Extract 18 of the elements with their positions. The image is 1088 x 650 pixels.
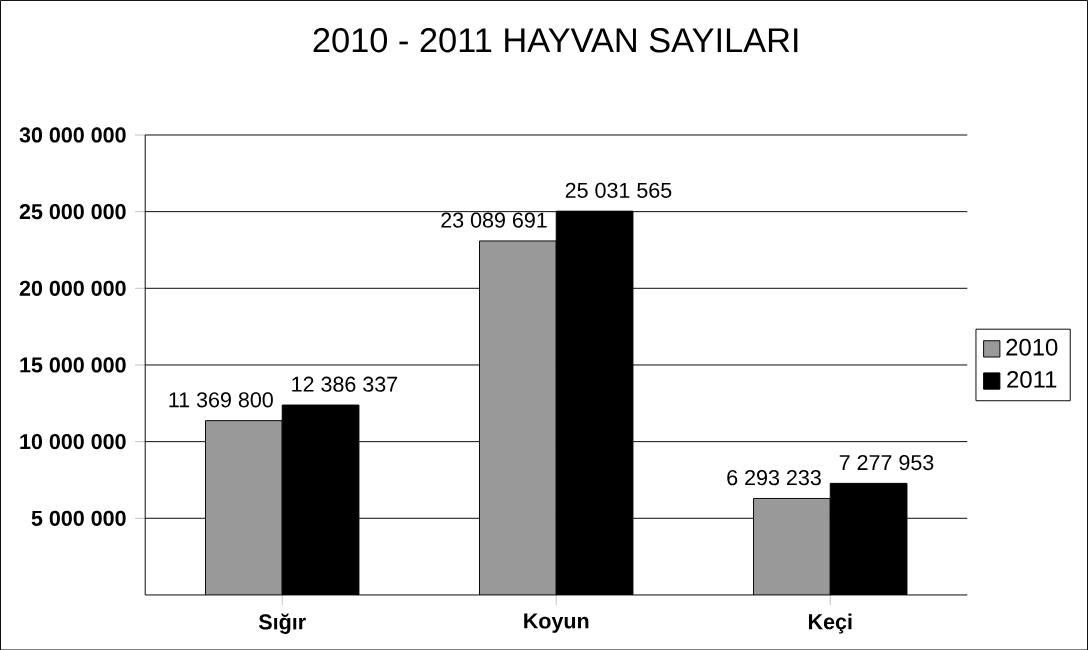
chart-title: 2010 - 2011 HAYVAN SAYILARI bbox=[313, 27, 798, 53]
data-label: 7 277 953 bbox=[839, 454, 934, 470]
y-tick-label: 5 000 000 bbox=[31, 510, 126, 526]
data-label: 12 386 337 bbox=[292, 376, 398, 392]
x-tick-label: Koyun bbox=[524, 613, 589, 633]
data-label: 23 089 691 bbox=[441, 212, 547, 228]
y-tick-label: 10 000 000 bbox=[20, 433, 126, 450]
data-label: 11 369 800 bbox=[169, 391, 273, 408]
x-tick-label: Sığır bbox=[258, 613, 306, 634]
legend-label: 2010 bbox=[1006, 338, 1058, 356]
y-tick-label: 15 000 000 bbox=[20, 357, 126, 373]
data-label: 6 293 233 bbox=[727, 469, 821, 486]
y-tick-label: 20 000 000 bbox=[19, 280, 126, 296]
legend-label: 2011 bbox=[1007, 370, 1057, 388]
x-tick-label: Keçi bbox=[808, 613, 852, 634]
y-tick-label: 30 000 000 bbox=[19, 127, 126, 143]
data-label: 25 031 565 bbox=[565, 182, 672, 198]
y-tick-label: 25 000 000 bbox=[19, 203, 126, 220]
